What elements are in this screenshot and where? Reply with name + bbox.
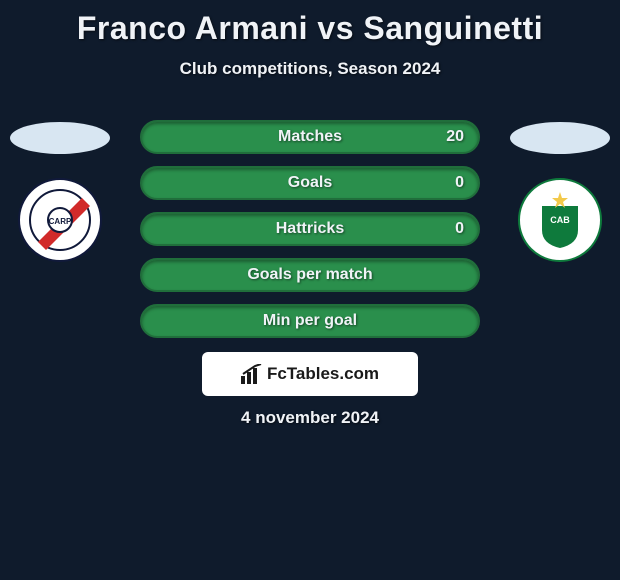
page-title: Franco Armani vs Sanguinetti — [0, 0, 620, 47]
stat-label: Goals — [288, 174, 332, 192]
stat-row: Goals per match — [140, 258, 480, 292]
svg-text:CAB: CAB — [550, 215, 570, 225]
fctables-logo-text: FcTables.com — [267, 364, 379, 384]
stats-rows: Matches 20 Goals 0 Hattricks 0 Goals per match… — [140, 120, 480, 350]
player1-oval — [10, 122, 110, 154]
fctables-logo[interactable]: FcTables.com — [202, 352, 418, 396]
stat-label: Min per goal — [263, 312, 357, 330]
stat-label: Hattricks — [276, 220, 344, 238]
river-plate-crest-icon: CARP — [18, 178, 102, 262]
snapshot-date: 4 november 2024 — [0, 408, 620, 428]
h2h-card: Franco Armani vs Sanguinetti Club compet… — [0, 0, 620, 580]
stat-row: Matches 20 — [140, 120, 480, 154]
banfield-crest-icon: CAB — [518, 178, 602, 262]
stat-row: Hattricks 0 — [140, 212, 480, 246]
stat-row: Min per goal — [140, 304, 480, 338]
stat-row: Goals 0 — [140, 166, 480, 200]
stat-value-right: 0 — [455, 174, 464, 192]
stat-label: Goals per match — [247, 266, 372, 284]
page-subtitle: Club competitions, Season 2024 — [0, 59, 620, 79]
svg-text:CARP: CARP — [49, 217, 72, 226]
team2-badge: CAB — [510, 178, 610, 262]
stat-label: Matches — [278, 128, 342, 146]
stat-value-right: 20 — [446, 128, 464, 146]
stat-value-right: 0 — [455, 220, 464, 238]
team1-badge: CARP — [10, 178, 110, 262]
chart-icon — [241, 364, 263, 384]
player2-oval — [510, 122, 610, 154]
